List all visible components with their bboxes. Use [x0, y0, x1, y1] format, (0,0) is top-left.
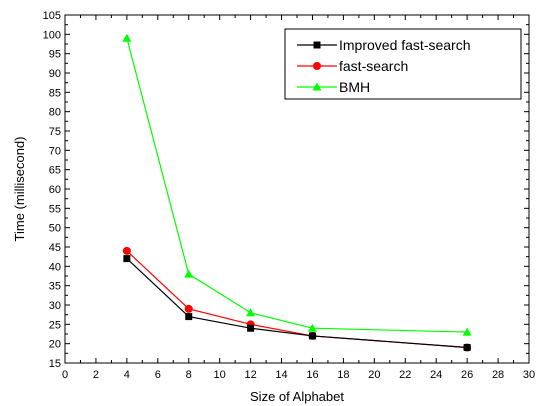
- y-tick-label: 15: [49, 358, 61, 370]
- data-point: [184, 304, 193, 313]
- y-tick-label: 95: [49, 49, 61, 61]
- y-tick-label: 90: [49, 68, 61, 80]
- y-tick-label: 65: [49, 165, 61, 177]
- y-tick-label: 85: [49, 87, 61, 99]
- legend-label: fast-search: [339, 58, 408, 74]
- x-tick-label: 12: [244, 369, 256, 381]
- y-tick-label: 45: [49, 242, 61, 254]
- legend-item: Improved fast-search: [297, 37, 471, 53]
- legend-item: BMH: [297, 79, 370, 95]
- y-tick-label: 50: [49, 223, 61, 235]
- data-point: [246, 308, 256, 317]
- x-axis-title: Size of Alphabet: [250, 389, 344, 404]
- data-point: [123, 255, 131, 263]
- legend-item: fast-search: [297, 58, 408, 74]
- x-tick-label: 14: [275, 369, 287, 381]
- y-tick-label: 100: [43, 29, 61, 41]
- x-tick-label: 0: [62, 369, 68, 381]
- y-tick-label: 70: [49, 145, 61, 157]
- y-tick-label: 75: [49, 126, 61, 138]
- x-tick-label: 16: [306, 369, 318, 381]
- legend: Improved fast-search fast-search BMH: [284, 28, 522, 100]
- data-point: [122, 33, 132, 42]
- data-point: [185, 313, 193, 321]
- series-square-group: [123, 255, 471, 352]
- x-tick-label: 20: [368, 369, 380, 381]
- axis-ticks: [64, 14, 530, 364]
- legend-marker: [312, 82, 322, 91]
- y-tick-label: 80: [49, 107, 61, 119]
- data-point: [463, 344, 471, 352]
- tick-labels: 0 2 4 6 8 10 12 14 16 18 20 22 24 26 28 301520253035404…: [43, 10, 535, 381]
- x-tick-label: 10: [214, 369, 226, 381]
- y-tick-label: 35: [49, 281, 61, 293]
- x-tick-label: 26: [461, 369, 473, 381]
- data-point: [307, 323, 317, 332]
- y-tick-label: 105: [43, 10, 61, 22]
- y-tick-label: 30: [49, 300, 61, 312]
- y-tick-label: 40: [49, 261, 61, 273]
- x-tick-label: 8: [186, 369, 192, 381]
- x-tick-label: 30: [523, 369, 535, 381]
- legend-marker: [313, 41, 321, 49]
- data-point: [247, 324, 255, 332]
- y-tick-label: 25: [49, 319, 61, 331]
- y-tick-label: 20: [49, 339, 61, 351]
- y-axis-title: Time (millisecond): [12, 137, 27, 242]
- legend-marker: [313, 62, 321, 70]
- series-triangle-group: [122, 33, 472, 336]
- x-tick-label: 6: [155, 369, 161, 381]
- y-tick-label: 60: [49, 184, 61, 196]
- x-tick-label: 28: [492, 369, 504, 381]
- x-tick-label: 22: [399, 369, 411, 381]
- y-tick-label: 55: [49, 203, 61, 215]
- x-tick-label: 2: [93, 369, 99, 381]
- x-tick-label: 4: [124, 369, 130, 381]
- legend-label: BMH: [339, 79, 370, 95]
- data-point: [308, 332, 316, 340]
- data-point: [462, 327, 472, 336]
- x-tick-label: 18: [337, 369, 349, 381]
- data-point: [122, 246, 131, 255]
- legend-label: Improved fast-search: [339, 37, 471, 53]
- data-point: [184, 269, 194, 278]
- x-tick-label: 24: [430, 369, 442, 381]
- series-layer: [122, 33, 472, 352]
